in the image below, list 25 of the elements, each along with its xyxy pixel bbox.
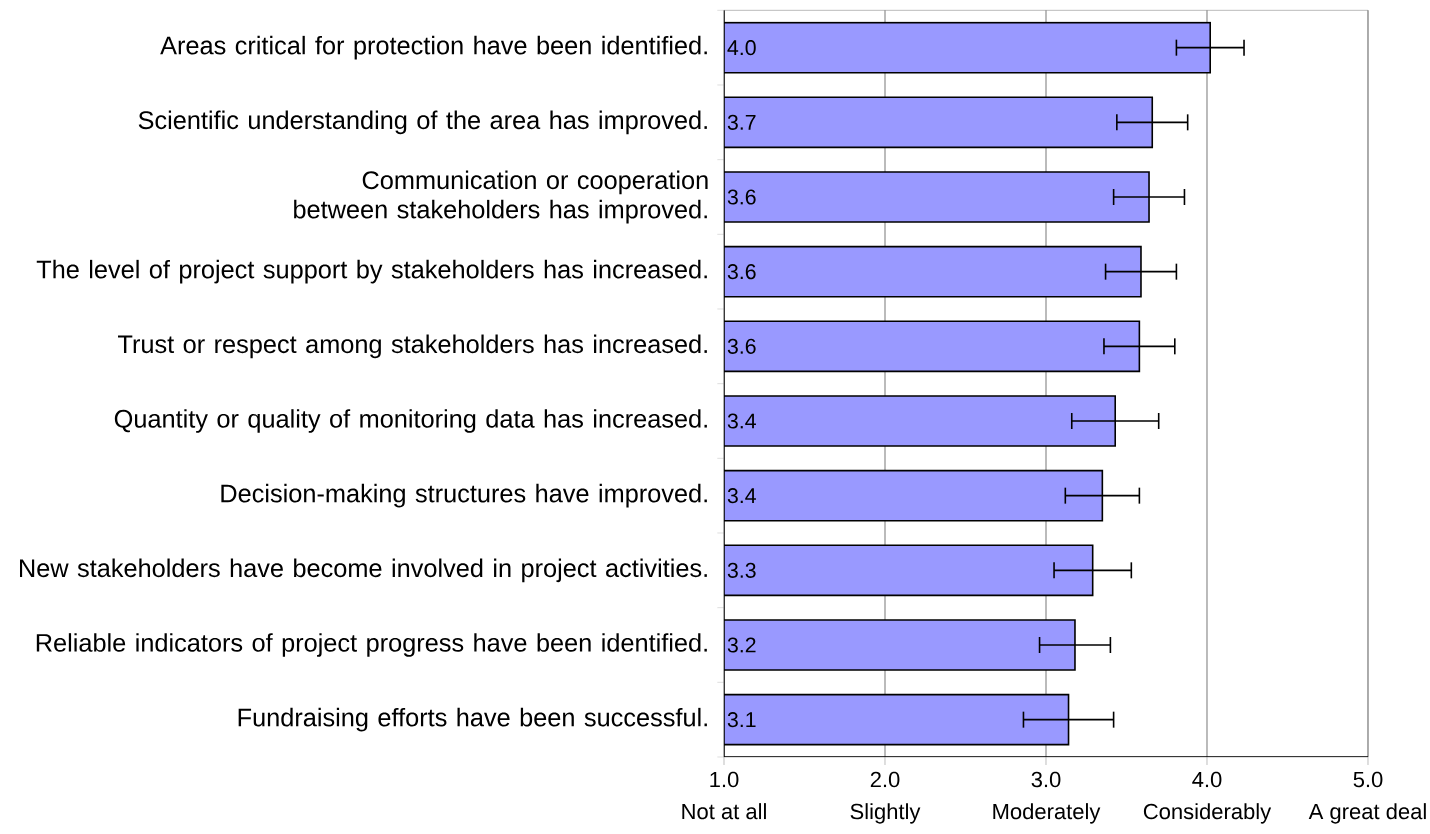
y-tick-label: Communication or cooperation between stakeholders has improved. <box>294 170 708 224</box>
data-label: 3.1 <box>727 712 756 728</box>
x-tick-label: 1.0 Not at all <box>682 771 766 820</box>
y-tick-label: Reliable indicators of project progress have been identified. <box>36 633 707 657</box>
x-tick-label: 3.0 Moderately <box>993 771 1101 824</box>
data-label: 3.6 <box>727 189 756 205</box>
x-tick-label: 5.0 A great deal <box>1308 771 1426 824</box>
data-label: 3.6 <box>727 264 756 280</box>
data-label: 3.6 <box>727 338 756 354</box>
y-tick-label: Areas critical for protection have been identified. <box>160 35 707 60</box>
x-tick-label: 4.0 Considerably <box>1143 771 1272 824</box>
y-tick-label: Trust or respect among stakeholders has increased. <box>118 334 707 359</box>
data-label: 3.4 <box>727 488 756 504</box>
y-tick-label: Fundraising efforts have been successful. <box>238 707 707 732</box>
x-tick-label: 2.0 Slightly <box>850 771 921 824</box>
data-label: 3.7 <box>727 114 756 130</box>
y-tick-label: Quantity or quality of monitoring data has increased. <box>114 409 707 433</box>
y-tick-label: New stakeholders have become involved in project activities. <box>20 558 707 583</box>
data-label: 3.4 <box>727 413 756 429</box>
y-tick-label: Decision-making structures have improved. <box>221 483 707 508</box>
y-tick-label: The level of project support by stakeholders has increased. <box>36 259 707 284</box>
y-tick-label: Scientific understanding of the area has improved. <box>138 110 707 135</box>
data-label: 3.3 <box>727 562 756 578</box>
data-label: 4.0 <box>727 40 756 56</box>
data-label: 3.2 <box>727 637 756 653</box>
